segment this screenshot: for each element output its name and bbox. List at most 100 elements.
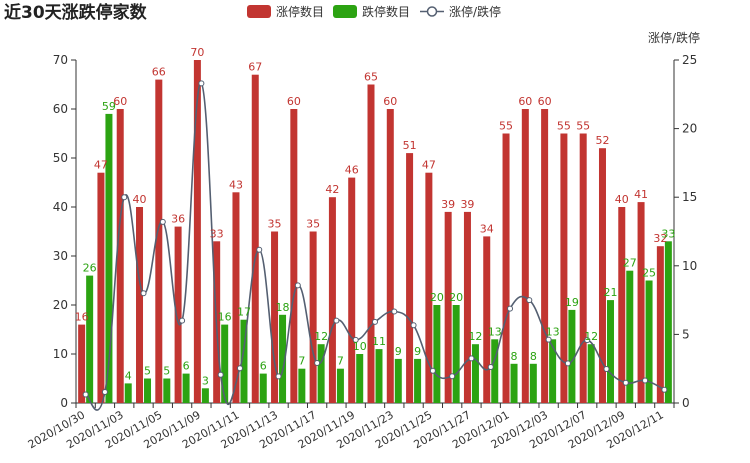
bar-label-limit-down: 25 [642, 267, 656, 280]
ratio-point [449, 373, 456, 380]
bar-limit-down [587, 344, 595, 403]
bar-limit-down [375, 349, 383, 403]
line-series [82, 80, 668, 411]
bar-label-limit-down: 17 [237, 306, 251, 319]
ratio-point [545, 336, 552, 343]
ratio-point [121, 194, 128, 201]
bar-limit-down [491, 339, 499, 403]
ratio-point [256, 246, 263, 253]
bar-label-limit-up: 55 [576, 120, 590, 133]
bar-label-limit-up: 47 [422, 159, 436, 172]
ratio-point [564, 360, 571, 367]
bar-limit-up [560, 133, 568, 403]
bar-limit-down [317, 344, 325, 403]
bar-label-limit-down: 13 [488, 325, 502, 338]
legend-label[interactable]: 涨停/跌停 [449, 4, 501, 19]
chart-title: 近30天涨跌停家数 [4, 2, 148, 23]
bar-label-limit-up: 47 [94, 159, 108, 172]
bar-label-limit-up: 40 [615, 193, 629, 206]
y-left-tick-label: 0 [60, 396, 68, 410]
ratio-point [140, 290, 147, 297]
bar-label-limit-down: 9 [414, 345, 421, 358]
bar-label-limit-down: 12 [584, 330, 598, 343]
bar-limit-down [568, 309, 576, 403]
ratio-point [101, 389, 108, 396]
bar-limit-down [240, 319, 248, 403]
bar-label-limit-down: 7 [337, 355, 344, 368]
bar-limit-down [606, 300, 614, 403]
bar-label-limit-down: 4 [125, 369, 132, 382]
bar-limit-down [452, 305, 460, 403]
bar-limit-down [433, 305, 441, 403]
bar-limit-up [116, 109, 124, 403]
bar-label-limit-up: 39 [460, 198, 474, 211]
bar-limit-down [510, 363, 518, 403]
y-left-tick-label: 40 [53, 200, 68, 214]
bar-label-limit-down: 6 [183, 360, 190, 373]
legend-swatch[interactable] [333, 5, 357, 18]
bar-limit-up [155, 79, 163, 403]
bar-limit-up [174, 226, 182, 403]
legend-label[interactable]: 涨停数目 [276, 4, 324, 19]
bar-limit-up [136, 207, 144, 403]
bar-label-limit-down: 5 [144, 365, 151, 378]
ratio-point [314, 359, 321, 366]
bar-label-limit-down: 7 [298, 355, 305, 368]
y-right-tick-label: 0 [682, 396, 690, 410]
bar-limit-down [163, 378, 171, 403]
bar-limit-down [105, 113, 113, 404]
bar-label-limit-down: 16 [218, 311, 232, 324]
bar-label-limit-down: 8 [530, 350, 537, 363]
y-right-tick-label: 15 [682, 190, 697, 204]
bar-limit-down [645, 280, 653, 403]
bar-limit-down [144, 378, 152, 403]
bar-label-limit-down: 12 [468, 330, 482, 343]
bar-limit-up [328, 197, 336, 403]
ratio-point [507, 305, 514, 312]
bar-label-limit-down: 59 [102, 100, 116, 113]
ratio-point [333, 317, 340, 324]
ratio-point [217, 371, 224, 378]
bar-label-limit-up: 32 [653, 232, 667, 245]
bar-limit-up [618, 207, 626, 403]
ratio-point [179, 317, 186, 324]
bar-limit-down [298, 368, 306, 403]
bar-limit-up [444, 211, 452, 403]
bar-limit-up [579, 133, 587, 403]
bar-limit-down [221, 324, 229, 403]
bar-label-limit-down: 19 [565, 296, 579, 309]
bar-limit-up [367, 84, 375, 403]
legend-swatch[interactable] [247, 5, 271, 18]
ratio-point [159, 218, 166, 225]
bar-limit-up [637, 202, 645, 403]
ratio-point [642, 377, 649, 384]
bar-limit-down [86, 275, 94, 403]
legend-swatch-marker[interactable] [426, 6, 438, 17]
bar-limit-down [259, 373, 267, 403]
bar-label-limit-up: 41 [634, 188, 648, 201]
bar-limit-up [521, 109, 529, 403]
bar-label-limit-up: 60 [383, 95, 397, 108]
legend-label[interactable]: 跌停数目 [362, 4, 410, 19]
bar-label-limit-up: 51 [403, 139, 417, 152]
ratio-point [429, 367, 436, 374]
ratio-point [198, 80, 205, 87]
bar-limit-down [549, 339, 557, 403]
bar-label-limit-down: 9 [395, 345, 402, 358]
bar-label-limit-up: 35 [268, 218, 282, 231]
bar-label-limit-up: 35 [306, 218, 320, 231]
bar-label-limit-up: 66 [152, 66, 166, 79]
y-right-tick-label: 5 [682, 327, 690, 341]
right-axis-name: 涨停/跌停 [648, 30, 700, 45]
bar-limit-up [232, 192, 240, 403]
bar-label-limit-down: 20 [430, 291, 444, 304]
bar-label-limit-up: 16 [75, 311, 89, 324]
bar-limit-up [78, 324, 86, 403]
bar-label-limit-up: 42 [325, 183, 339, 196]
bar-label-limit-down: 3 [202, 374, 209, 387]
bar-label-limit-down: 18 [276, 301, 290, 314]
bar-label-limit-down: 27 [623, 257, 637, 270]
y-left-tick-label: 10 [53, 347, 68, 361]
bar-limit-up [348, 177, 356, 403]
